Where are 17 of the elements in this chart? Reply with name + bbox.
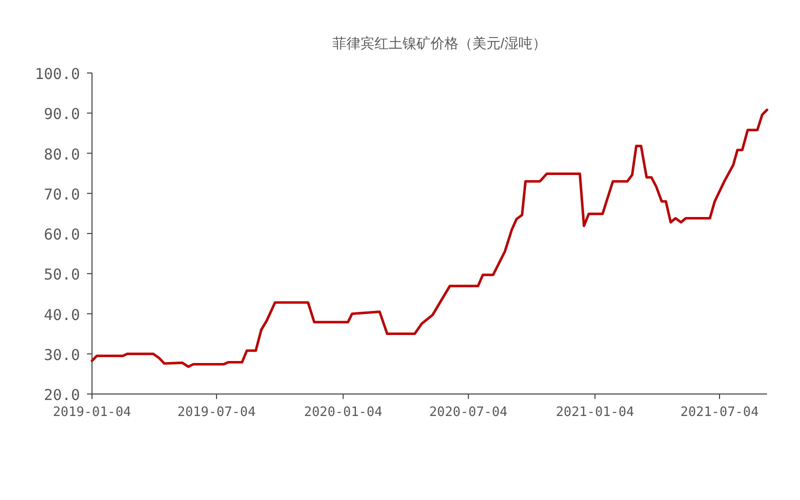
y-tick-label: 30.0 xyxy=(44,346,80,364)
y-tick-label: 50.0 xyxy=(44,266,80,284)
y-tick-label: 100.0 xyxy=(34,65,80,83)
y-tick-label: 40.0 xyxy=(44,306,80,324)
line-series xyxy=(90,108,768,368)
y-tick-label: 80.0 xyxy=(44,145,80,164)
x-tick-label: 2021-01-04 xyxy=(556,405,634,420)
chart-title: 菲律宾红土镍矿价格（美元/湿吨） xyxy=(332,35,546,51)
x-tick-label: 2019-07-04 xyxy=(177,405,256,420)
x-tick-label: 2021-07-04 xyxy=(680,405,759,420)
y-tick-label: 70.0 xyxy=(44,185,80,204)
y-tick-label: 60.0 xyxy=(44,226,80,244)
x-tick-label: 2020-07-04 xyxy=(429,405,508,420)
y-tick-label: 20.0 xyxy=(44,386,80,404)
x-tick-label: 2019-01-04 xyxy=(52,405,132,420)
x-tick-label: 2020-01-04 xyxy=(304,405,382,420)
y-tick-label: 90.0 xyxy=(44,105,80,124)
